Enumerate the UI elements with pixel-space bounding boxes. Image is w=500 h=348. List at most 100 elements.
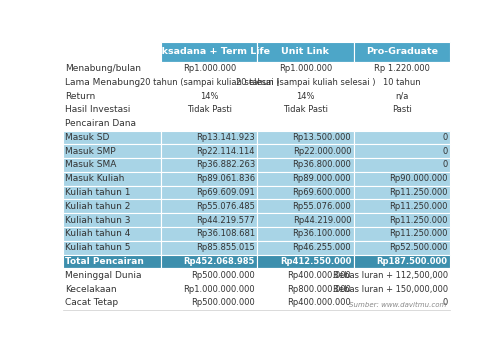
Bar: [258, 241, 354, 255]
Text: Tidak Pasti: Tidak Pasti: [283, 105, 328, 114]
Bar: [62, 76, 162, 89]
Bar: [258, 103, 354, 117]
Text: Rp11.250.000: Rp11.250.000: [389, 229, 448, 238]
Text: Cacat Tetap: Cacat Tetap: [65, 298, 118, 307]
Bar: [354, 241, 450, 255]
Bar: [354, 255, 450, 268]
Bar: [62, 213, 162, 227]
Bar: [354, 62, 450, 76]
Bar: [62, 255, 162, 268]
Text: Rp69.600.000: Rp69.600.000: [292, 188, 351, 197]
Text: Rp400.000.000: Rp400.000.000: [288, 271, 351, 280]
Bar: [258, 268, 354, 282]
Text: Lama Menabung: Lama Menabung: [65, 78, 140, 87]
Bar: [62, 117, 162, 130]
Text: Sumber: www.davitmu.com: Sumber: www.davitmu.com: [349, 302, 446, 308]
Bar: [258, 158, 354, 172]
Text: Rp22.000.000: Rp22.000.000: [292, 147, 351, 156]
Bar: [258, 227, 354, 241]
Bar: [354, 117, 450, 130]
Bar: [62, 89, 162, 103]
Text: Rp800.000.000: Rp800.000.000: [288, 285, 351, 294]
Text: 20 tahun (sampai kuliah selesai ): 20 tahun (sampai kuliah selesai ): [236, 78, 375, 87]
Bar: [62, 144, 162, 158]
Bar: [162, 213, 258, 227]
Text: Rp69.609.091: Rp69.609.091: [196, 188, 255, 197]
Bar: [162, 42, 258, 62]
Text: Rp400.000.000: Rp400.000.000: [288, 298, 351, 307]
Text: Rp11.250.000: Rp11.250.000: [389, 216, 448, 224]
Text: 0: 0: [442, 133, 448, 142]
Bar: [162, 185, 258, 199]
Bar: [354, 130, 450, 144]
Bar: [162, 144, 258, 158]
Bar: [162, 227, 258, 241]
Bar: [62, 172, 162, 185]
Bar: [258, 89, 354, 103]
Bar: [258, 185, 354, 199]
Text: Menabung/bulan: Menabung/bulan: [65, 64, 141, 73]
Bar: [354, 103, 450, 117]
Text: Rp500.000.000: Rp500.000.000: [192, 271, 255, 280]
Bar: [354, 172, 450, 185]
Text: 14%: 14%: [200, 92, 218, 101]
Bar: [354, 268, 450, 282]
Text: Masuk Kuliah: Masuk Kuliah: [65, 174, 124, 183]
Bar: [62, 185, 162, 199]
Text: Rp36.882.263: Rp36.882.263: [196, 160, 255, 169]
Bar: [354, 227, 450, 241]
Bar: [162, 89, 258, 103]
Text: Rp44.219.577: Rp44.219.577: [196, 216, 255, 224]
Text: n/a: n/a: [395, 92, 408, 101]
Text: Rp89.061.836: Rp89.061.836: [196, 174, 255, 183]
Text: Kuliah tahun 5: Kuliah tahun 5: [65, 243, 130, 252]
Bar: [354, 185, 450, 199]
Text: Reksadana + Term Life: Reksadana + Term Life: [148, 47, 270, 56]
Text: Rp90.000.000: Rp90.000.000: [389, 174, 448, 183]
Bar: [258, 296, 354, 310]
Bar: [62, 42, 162, 62]
Text: Kuliah tahun 1: Kuliah tahun 1: [65, 188, 130, 197]
Text: Rp500.000.000: Rp500.000.000: [192, 298, 255, 307]
Text: Rp13.141.923: Rp13.141.923: [196, 133, 255, 142]
Text: Rp11.250.000: Rp11.250.000: [389, 202, 448, 211]
Text: Rp55.076.000: Rp55.076.000: [292, 202, 351, 211]
Text: Meninggal Dunia: Meninggal Dunia: [65, 271, 142, 280]
Text: Rp1.000.000.000: Rp1.000.000.000: [184, 285, 255, 294]
Bar: [162, 255, 258, 268]
Bar: [162, 158, 258, 172]
Text: Bebas Iuran + 112,500,000: Bebas Iuran + 112,500,000: [332, 271, 448, 280]
Bar: [162, 130, 258, 144]
Bar: [354, 199, 450, 213]
Bar: [354, 158, 450, 172]
Text: Kuliah tahun 4: Kuliah tahun 4: [65, 229, 130, 238]
Bar: [258, 172, 354, 185]
Text: Rp55.076.485: Rp55.076.485: [196, 202, 255, 211]
Text: 0: 0: [442, 147, 448, 156]
Bar: [162, 172, 258, 185]
Bar: [258, 282, 354, 296]
Bar: [258, 130, 354, 144]
Bar: [354, 296, 450, 310]
Text: Masuk SD: Masuk SD: [65, 133, 109, 142]
Text: Rp36.800.000: Rp36.800.000: [292, 160, 351, 169]
Bar: [162, 62, 258, 76]
Bar: [258, 117, 354, 130]
Text: Tidak Pasti: Tidak Pasti: [187, 105, 232, 114]
Bar: [258, 76, 354, 89]
Text: Masuk SMP: Masuk SMP: [65, 147, 116, 156]
Bar: [162, 268, 258, 282]
Bar: [354, 282, 450, 296]
Bar: [354, 42, 450, 62]
Text: 20 tahun (sampai kuliah selesai ): 20 tahun (sampai kuliah selesai ): [140, 78, 279, 87]
Bar: [162, 117, 258, 130]
Text: Rp13.500.000: Rp13.500.000: [292, 133, 351, 142]
Bar: [258, 255, 354, 268]
Text: Kuliah tahun 2: Kuliah tahun 2: [65, 202, 130, 211]
Bar: [162, 241, 258, 255]
Bar: [354, 213, 450, 227]
Text: Rp44.219.000: Rp44.219.000: [292, 216, 351, 224]
Bar: [258, 213, 354, 227]
Text: Pasti: Pasti: [392, 105, 411, 114]
Bar: [162, 76, 258, 89]
